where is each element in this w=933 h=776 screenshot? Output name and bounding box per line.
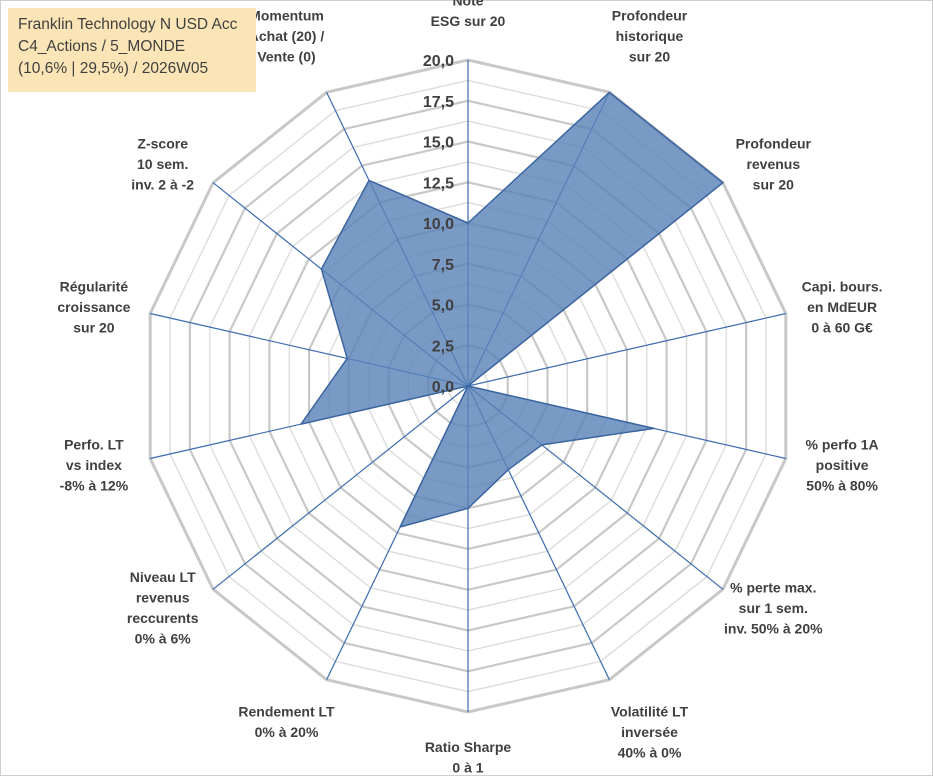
- axis-label-line: % perfo 1A: [806, 437, 879, 453]
- axis-label-line: Volatilité LT: [611, 704, 689, 720]
- axis-label: % perfo 1A positive 50% à 80%: [806, 437, 879, 494]
- axis-label-line: Note: [452, 0, 483, 9]
- axis-label: Niveau LT revenus reccurents 0% à 6%: [127, 569, 199, 647]
- axis-label-line: historique: [616, 28, 684, 44]
- axis-label-line: en MdEUR: [807, 299, 877, 315]
- axis-label-line: Momentum: [249, 7, 324, 23]
- axis-label-line: sur 20: [629, 48, 670, 64]
- axis-label-line: Niveau LT: [130, 569, 196, 585]
- fund-category: C4_Actions / 5_MONDE: [18, 38, 186, 55]
- axis-label-line: sur 20: [753, 177, 794, 193]
- tick-label: 5,0: [432, 298, 454, 315]
- tick-label: 2,5: [432, 338, 454, 355]
- radar-axis-labels: Note ESG sur 20 Profondeur historique sur 20…: [57, 0, 882, 776]
- axis-spoke: [467, 312, 786, 387]
- axis-label-line: croissance: [57, 299, 130, 315]
- radar-series: [300, 91, 724, 528]
- axis-label-line: revenus: [136, 590, 190, 606]
- axis-label-line: Rendement LT: [238, 704, 335, 720]
- axis-label: Rendement LT 0% à 20%: [238, 704, 335, 741]
- axis-label-line: Régularité: [60, 278, 129, 294]
- axis-label-line: 0 à 60 G€: [811, 319, 873, 335]
- axis-label-line: ESG sur 20: [431, 13, 506, 29]
- axis-label: Volatilité LT inversée 40% à 0%: [611, 704, 689, 761]
- radar-tick-labels: 0,0 2,5 5,0 7,5 10,0 12,5 15,0 17,5 20,0: [423, 53, 454, 396]
- tick-label: 12,5: [423, 175, 454, 192]
- axis-label-line: % perte max.: [730, 580, 816, 596]
- axis-label: Note ESG sur 20: [431, 0, 506, 29]
- axis-label-line: 10 sem.: [137, 156, 188, 172]
- axis-label: Ratio Sharpe 0 à 1: [425, 739, 512, 776]
- axis-label: Momentum Achat (20) / Vente (0): [249, 7, 325, 64]
- tick-label: 20,0: [423, 53, 454, 70]
- axis-label: % perte max. sur 1 sem. inv. 50% à 20%: [724, 580, 823, 637]
- axis-label-line: 0 à 1: [452, 760, 483, 776]
- tick-label: 10,0: [423, 216, 454, 233]
- tick-label: 17,5: [423, 94, 454, 111]
- axis-label-line: sur 1 sem.: [739, 600, 808, 616]
- axis-label: Profondeur revenus sur 20: [736, 136, 812, 193]
- axis-label-line: Ratio Sharpe: [425, 739, 512, 755]
- axis-label-line: Achat (20) /: [249, 28, 325, 44]
- axis-label: Capi. bours. en MdEUR 0 à 60 G€: [802, 278, 883, 335]
- tick-label: 15,0: [423, 135, 454, 152]
- axis-label-line: Profondeur: [612, 7, 688, 23]
- axis-label-line: 40% à 0%: [618, 745, 682, 761]
- axis-label-line: -8% à 12%: [60, 478, 129, 494]
- fund-stats-week: (10,6% | 29,5%) / 2026W05: [18, 60, 209, 77]
- axis-label-line: Perfo. LT: [64, 437, 124, 453]
- axis-spoke: [212, 385, 469, 590]
- axis-label-line: positive: [816, 457, 869, 473]
- tick-label: 7,5: [432, 257, 454, 274]
- axis-label-line: sur 20: [73, 319, 114, 335]
- axis-label-line: 0% à 6%: [135, 631, 192, 647]
- axis-label: Z-score 10 sem. inv. 2 à -2: [131, 136, 194, 193]
- axis-label-line: inv. 50% à 20%: [724, 621, 823, 637]
- axis-label-line: 50% à 80%: [806, 478, 878, 494]
- chart-title-box: Franklin Technology N USD Acc C4_Actions…: [8, 8, 256, 92]
- axis-label-line: Profondeur: [736, 136, 812, 152]
- tick-label: 0,0: [432, 379, 454, 396]
- axis-label: Régularité croissance sur 20: [57, 278, 130, 335]
- axis-label-line: inv. 2 à -2: [131, 177, 194, 193]
- axis-label: Profondeur historique sur 20: [612, 7, 688, 64]
- axis-label-line: Vente (0): [257, 48, 315, 64]
- axis-label-line: 0% à 20%: [255, 724, 319, 740]
- axis-label-line: revenus: [746, 156, 800, 172]
- axis-label: Perfo. LT vs index -8% à 12%: [60, 437, 129, 494]
- axis-label-line: reccurents: [127, 610, 199, 626]
- axis-label-line: Capi. bours.: [802, 278, 883, 294]
- series-area: [300, 91, 724, 528]
- axis-label-line: inversée: [621, 724, 678, 740]
- axis-label-line: Z-score: [137, 136, 188, 152]
- axis-label-line: vs index: [66, 457, 122, 473]
- fund-name: Franklin Technology N USD Acc: [18, 16, 238, 33]
